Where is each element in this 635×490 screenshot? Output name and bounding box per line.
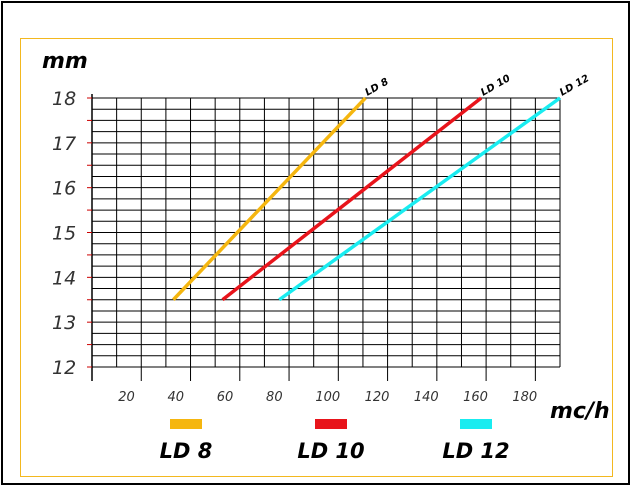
chart-panel (20, 38, 613, 477)
ticks: 12 13 14 15 16 17 18 20 40 60 80 100 120 140 160 180 (52, 88, 537, 405)
x-tick-label: 120 (365, 390, 390, 405)
series-line (172, 96, 367, 301)
y-tick-label: 13 (52, 312, 76, 334)
legend: LD 8 LD 10 LD 12 (160, 419, 510, 463)
y-axis-label: mm (42, 49, 88, 74)
x-tick-label: 80 (266, 390, 283, 405)
legend-label: LD 10 (297, 439, 364, 463)
x-tick-label: 100 (315, 390, 340, 405)
legend-label: LD 12 (442, 439, 509, 463)
series-line (221, 96, 483, 302)
x-tick-label: 40 (168, 390, 185, 405)
x-tick-label: 180 (512, 390, 537, 405)
chart-frame (1, 1, 630, 485)
legend-swatch (170, 419, 202, 429)
series-line (278, 96, 562, 302)
legend-swatch (315, 419, 347, 429)
x-tick-label: 20 (118, 390, 135, 405)
y-tick-label: 17 (52, 133, 76, 155)
x-axis-label: mc/h (550, 399, 610, 424)
series-end-label: LD 10 (479, 73, 512, 99)
x-tick-label: 140 (414, 390, 439, 405)
series-end-label: LD 8 (363, 76, 390, 98)
y-tick-label: 18 (52, 88, 76, 110)
x-tick-label: 160 (463, 390, 488, 405)
y-tick-label: 15 (52, 223, 76, 245)
series-end-label: LD 12 (558, 73, 591, 99)
y-tick-label: 16 (52, 178, 76, 200)
grid (91, 94, 561, 381)
legend-swatch (460, 419, 492, 429)
y-tick-label: 12 (52, 357, 76, 379)
legend-label: LD 8 (160, 439, 213, 463)
x-tick-label: 60 (217, 390, 234, 405)
y-tick-label: 14 (52, 267, 76, 289)
